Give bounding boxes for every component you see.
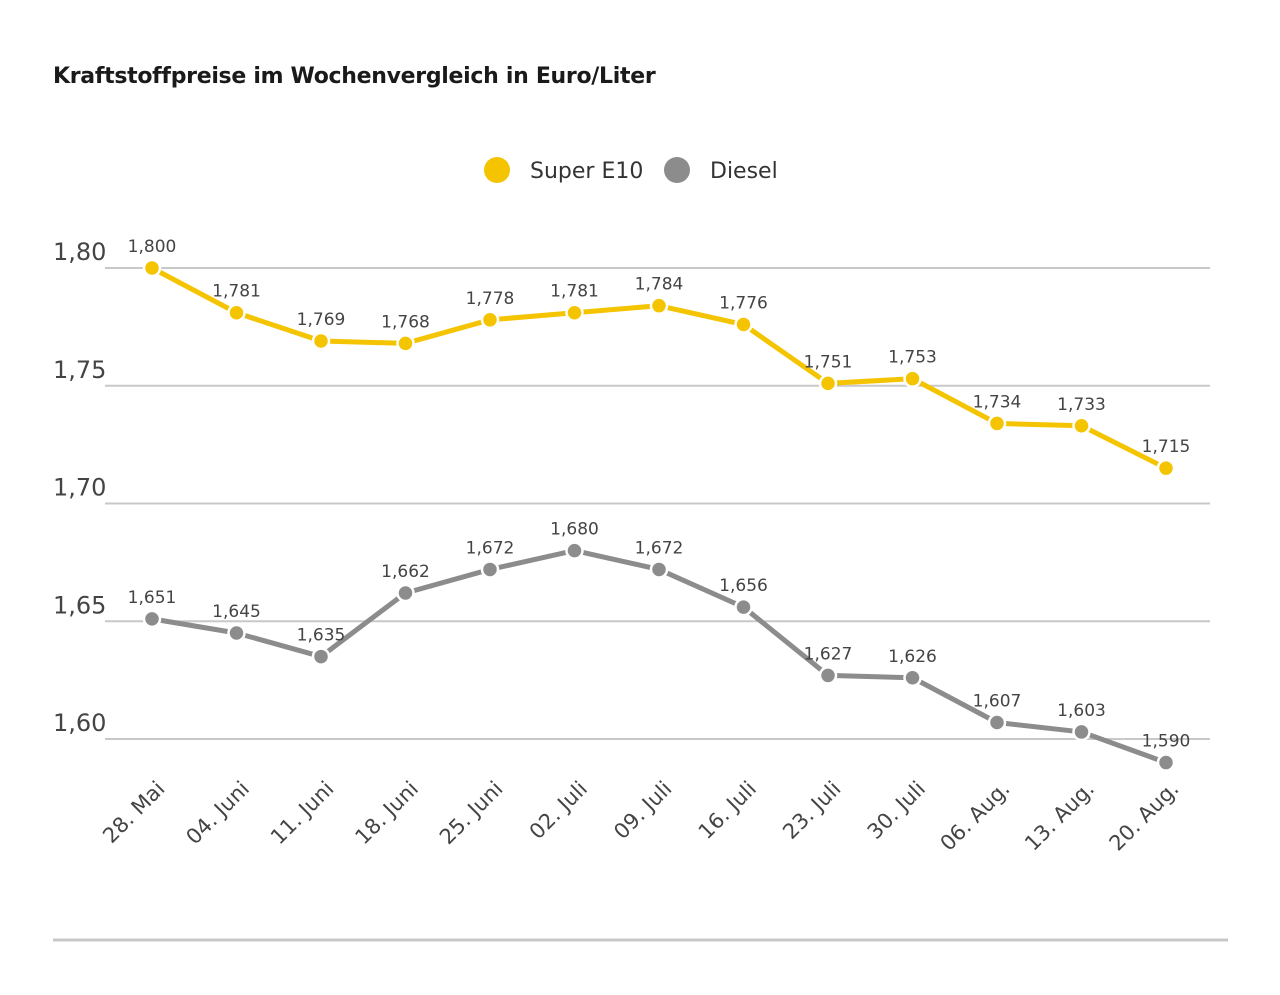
data-point bbox=[649, 296, 669, 315]
x-tick-label: 18. Juni bbox=[350, 777, 423, 850]
data-label: 1,753 bbox=[888, 348, 937, 368]
data-point bbox=[480, 310, 500, 330]
data-point bbox=[480, 560, 500, 579]
data-label: 1,751 bbox=[804, 352, 853, 372]
data-label: 1,645 bbox=[212, 602, 261, 622]
x-tick-label: 13. Aug. bbox=[1020, 777, 1099, 856]
data-point bbox=[818, 666, 838, 685]
x-tick-label: 11. Juni bbox=[266, 777, 339, 850]
data-label: 1,651 bbox=[128, 588, 177, 608]
data-point bbox=[311, 331, 331, 351]
data-label: 1,768 bbox=[381, 312, 430, 332]
x-tick-label: 09. Juli bbox=[609, 777, 676, 844]
data-label: 1,656 bbox=[719, 576, 768, 596]
x-tick-label: 28. Mai bbox=[98, 777, 169, 848]
x-tick-label: 16. Juli bbox=[694, 777, 761, 844]
data-point bbox=[565, 541, 584, 560]
data-label: 1,781 bbox=[212, 282, 261, 302]
data-point bbox=[565, 303, 584, 322]
x-tick-label: 20. Aug. bbox=[1105, 777, 1184, 856]
y-tick-label: 1,80 bbox=[53, 238, 106, 266]
data-point bbox=[396, 583, 415, 603]
data-label: 1,627 bbox=[804, 644, 853, 664]
x-tick-label: 23. Juli bbox=[778, 777, 845, 844]
legend-label: Diesel bbox=[710, 159, 778, 184]
data-label: 1,635 bbox=[297, 626, 346, 646]
data-label: 1,662 bbox=[381, 562, 430, 582]
data-label: 1,607 bbox=[973, 692, 1022, 712]
data-point bbox=[227, 303, 246, 322]
data-label: 1,672 bbox=[466, 538, 515, 558]
y-tick-label: 1,60 bbox=[53, 709, 106, 737]
data-label: 1,781 bbox=[550, 282, 599, 302]
y-tick-label: 1,65 bbox=[53, 591, 106, 619]
data-label: 1,733 bbox=[1057, 395, 1106, 415]
data-label: 1,590 bbox=[1142, 732, 1191, 752]
y-tick-label: 1,75 bbox=[53, 356, 106, 384]
data-point bbox=[734, 597, 753, 617]
data-label: 1,715 bbox=[1142, 437, 1191, 457]
data-label: 1,626 bbox=[888, 647, 937, 667]
x-tick-label: 06. Aug. bbox=[936, 777, 1015, 856]
data-point bbox=[1072, 722, 1091, 742]
data-point bbox=[227, 623, 246, 643]
x-tick-label: 25. Juni bbox=[435, 777, 508, 850]
x-tick-label: 30. Juli bbox=[863, 777, 930, 844]
legend-marker bbox=[484, 157, 510, 183]
data-point bbox=[1156, 458, 1176, 478]
data-point bbox=[987, 713, 1007, 732]
data-point bbox=[311, 647, 331, 666]
data-label: 1,672 bbox=[635, 538, 684, 558]
data-label: 1,800 bbox=[128, 237, 177, 257]
data-point bbox=[396, 334, 415, 353]
data-label: 1,680 bbox=[550, 520, 599, 540]
x-tick-label: 02. Juli bbox=[525, 777, 592, 844]
x-tick-label: 04. Juni bbox=[181, 777, 254, 850]
data-point bbox=[903, 369, 922, 388]
data-label: 1,769 bbox=[297, 310, 346, 330]
data-point bbox=[1156, 753, 1176, 772]
data-label: 1,734 bbox=[973, 392, 1022, 412]
data-point bbox=[734, 315, 753, 334]
data-point bbox=[903, 668, 922, 688]
data-point bbox=[1072, 416, 1091, 436]
data-label: 1,603 bbox=[1057, 701, 1106, 721]
data-label: 1,784 bbox=[635, 275, 684, 295]
data-point bbox=[649, 560, 669, 579]
legend-label: Super E10 bbox=[530, 159, 643, 184]
data-point bbox=[142, 258, 162, 278]
chart-title: Kraftstoffpreise im Wochenvergleich in E… bbox=[53, 64, 656, 89]
series-line bbox=[151, 548, 1167, 765]
y-tick-label: 1,70 bbox=[53, 474, 106, 502]
data-label: 1,776 bbox=[719, 294, 768, 314]
data-label: 1,778 bbox=[466, 289, 515, 309]
data-point bbox=[987, 414, 1007, 433]
data-point bbox=[142, 609, 162, 629]
data-point bbox=[818, 374, 838, 393]
legend-marker bbox=[664, 157, 690, 183]
